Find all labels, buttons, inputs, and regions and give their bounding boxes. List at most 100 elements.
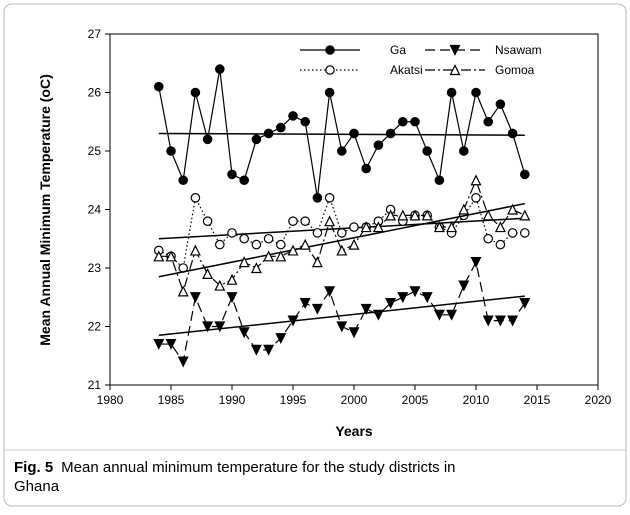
marker: [299, 298, 311, 309]
marker: [263, 128, 274, 139]
marker: [189, 244, 201, 256]
marker: [153, 250, 165, 262]
legend-marker: [325, 45, 335, 55]
marker: [471, 87, 481, 98]
x-tick-label: 2005: [402, 393, 429, 407]
marker: [177, 356, 189, 368]
x-axis-label: Years: [335, 423, 373, 439]
y-axis-label: Mean Annual Minimum Temperature (oC): [37, 74, 53, 345]
marker: [300, 216, 310, 226]
caption-text-1: Mean annual minimum temperature for the …: [61, 459, 455, 476]
y-tick-label: 23: [88, 261, 102, 275]
marker: [312, 193, 323, 203]
marker: [238, 327, 250, 339]
marker: [409, 286, 421, 298]
legend-marker: [325, 65, 335, 75]
marker: [165, 250, 177, 262]
marker: [263, 344, 275, 356]
marker: [263, 233, 274, 244]
marker: [177, 285, 189, 297]
marker: [361, 163, 371, 174]
marker: [495, 99, 506, 109]
marker: [483, 116, 493, 127]
marker: [250, 262, 262, 274]
marker: [202, 321, 214, 333]
marker: [349, 128, 359, 139]
marker: [215, 64, 225, 74]
y-tick-label: 27: [88, 27, 102, 41]
marker: [238, 256, 250, 268]
marker: [336, 146, 347, 156]
marker: [507, 128, 518, 139]
marker: [446, 221, 458, 233]
marker: [324, 286, 336, 298]
caption-label: Fig. 5: [14, 459, 53, 476]
marker: [336, 244, 348, 256]
marker: [507, 203, 519, 215]
marker: [312, 228, 323, 238]
marker: [360, 303, 372, 315]
marker: [311, 256, 323, 268]
marker: [458, 280, 470, 292]
marker: [507, 315, 519, 327]
marker: [360, 221, 372, 233]
legend-label: Ga: [390, 43, 406, 57]
marker: [299, 238, 311, 250]
marker: [251, 239, 262, 250]
marker: [275, 250, 287, 262]
y-tick-label: 26: [88, 86, 102, 100]
marker: [189, 292, 201, 304]
marker: [446, 309, 458, 321]
marker: [519, 298, 531, 309]
marker: [250, 344, 262, 356]
marker: [519, 228, 530, 238]
legend-label: Nsawam: [495, 43, 542, 57]
marker: [202, 216, 213, 226]
marker: [385, 128, 396, 139]
caption-text-2: Ghana: [14, 478, 60, 495]
marker: [421, 292, 433, 304]
marker: [421, 209, 433, 221]
marker: [494, 221, 506, 233]
y-tick-label: 25: [88, 144, 102, 158]
marker: [190, 193, 201, 203]
marker: [433, 221, 445, 233]
marker: [227, 169, 237, 180]
marker: [471, 193, 481, 203]
marker: [519, 169, 530, 180]
marker: [409, 209, 421, 221]
marker: [397, 116, 408, 127]
legend-marker: [449, 44, 461, 56]
y-tick-label: 22: [88, 320, 102, 334]
marker: [470, 174, 482, 186]
y-tick-label: 24: [88, 203, 102, 217]
marker: [287, 244, 299, 256]
marker: [214, 279, 226, 291]
marker: [190, 87, 201, 98]
marker: [494, 315, 506, 327]
marker: [349, 222, 359, 232]
marker: [458, 146, 469, 156]
marker: [348, 327, 360, 339]
marker: [166, 146, 176, 156]
marker: [519, 209, 531, 221]
marker: [214, 321, 226, 333]
marker: [324, 215, 336, 227]
caption: Fig. 5 Mean annual minimum temperature fo…: [14, 459, 456, 495]
marker: [239, 175, 249, 186]
marker: [410, 116, 420, 127]
legend-label: Gomoa: [495, 63, 535, 77]
marker: [495, 239, 506, 250]
marker: [154, 81, 164, 92]
trend-line: [158, 202, 525, 278]
marker: [202, 134, 213, 145]
figure-frame: [3, 3, 627, 507]
legend-label: Akatsi: [390, 63, 423, 77]
marker: [178, 175, 188, 186]
marker: [153, 338, 165, 350]
marker: [226, 273, 238, 285]
y-tick-label: 21: [88, 378, 102, 392]
marker: [482, 209, 494, 221]
marker: [275, 333, 287, 345]
